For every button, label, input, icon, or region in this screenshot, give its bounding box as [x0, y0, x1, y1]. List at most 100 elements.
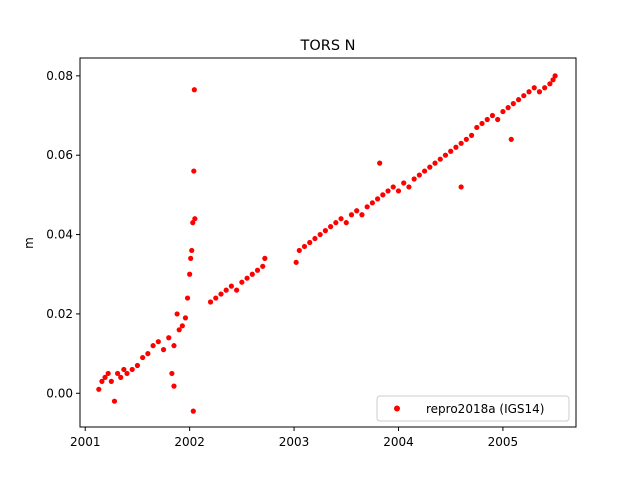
legend: repro2018a (IGS14) [376, 395, 570, 422]
y-tick-label: 0.06 [46, 148, 73, 162]
data-point [521, 93, 527, 99]
data-point [338, 216, 344, 222]
data-point [293, 259, 299, 265]
data-point [552, 73, 558, 79]
y-tick-label: 0.08 [46, 69, 73, 83]
data-point [312, 235, 318, 242]
data-point [468, 132, 475, 138]
data-point [171, 343, 177, 349]
data-point [364, 204, 370, 210]
data-point [427, 164, 433, 170]
data-point [234, 287, 240, 293]
data-point [108, 378, 114, 384]
data-point [333, 220, 339, 226]
data-point [213, 295, 219, 301]
data-point [244, 275, 250, 281]
data-point [453, 144, 459, 150]
data-point [169, 370, 175, 377]
data-point [254, 267, 261, 273]
data-point [385, 188, 391, 194]
data-point [526, 89, 532, 95]
data-point [550, 77, 556, 83]
legend-label: repro2018a (IGS14) [426, 402, 544, 416]
data-point [187, 271, 193, 277]
data-point [111, 398, 118, 404]
y-axis-label: m [22, 237, 36, 249]
data-point [421, 168, 428, 174]
data-point [484, 116, 490, 123]
data-point [474, 124, 480, 131]
data-point [377, 160, 383, 166]
data-point [375, 196, 381, 202]
data-point [155, 339, 161, 345]
chart-title: TORS N [299, 38, 355, 54]
data-point [296, 247, 302, 254]
data-point [160, 347, 167, 353]
data-point [102, 374, 108, 380]
data-point [442, 152, 449, 158]
data-point [124, 370, 130, 377]
x-tick-label: 2004 [383, 435, 414, 449]
data-point [171, 383, 177, 389]
data-point [182, 315, 189, 321]
data-point [458, 184, 464, 190]
data-point [390, 184, 396, 190]
data-point [190, 408, 196, 414]
data-point [105, 370, 111, 377]
data-point [495, 116, 501, 123]
data-point [190, 220, 196, 226]
y-tick-label: 0.04 [46, 228, 73, 242]
data-point [322, 228, 328, 234]
data-point [463, 136, 469, 142]
data-point [515, 97, 522, 103]
data-point [134, 362, 141, 369]
data-point [432, 160, 438, 166]
data-point [500, 108, 506, 115]
data-point [317, 231, 323, 238]
data-point [348, 212, 355, 218]
data-point [510, 101, 516, 107]
data-point [380, 192, 386, 198]
data-point [406, 184, 412, 190]
data-point [536, 89, 543, 95]
data-point [96, 386, 102, 392]
data-point [150, 343, 156, 349]
plot-frame [79, 57, 577, 428]
data-point [176, 327, 182, 333]
x-tick-label: 2003 [279, 435, 310, 449]
x-axis: 2001 2002 2003 2004 2005 [70, 427, 518, 449]
data-point [505, 105, 511, 111]
data-point [395, 188, 402, 194]
data-point [118, 374, 124, 380]
data-point [401, 180, 407, 186]
data-point [508, 136, 514, 142]
data-point [479, 120, 485, 127]
data-point [223, 287, 229, 293]
data-point [489, 112, 496, 119]
data-point [145, 351, 151, 357]
data-point [99, 378, 105, 384]
data-point [174, 311, 180, 317]
data-point [260, 263, 266, 269]
data-point [228, 283, 235, 289]
data-point [343, 220, 349, 226]
data-point [191, 87, 197, 93]
x-tick-label: 2001 [70, 435, 101, 449]
data-point [188, 255, 194, 261]
data-point [129, 366, 135, 373]
data-point [121, 366, 127, 373]
data-point [179, 323, 185, 329]
data-point [328, 224, 334, 230]
data-point [191, 168, 197, 174]
data-point [114, 370, 121, 377]
x-tick-label: 2002 [174, 435, 205, 449]
y-tick-label: 0.02 [46, 307, 73, 321]
data-point [262, 255, 268, 261]
data-point [207, 299, 214, 305]
data-point [140, 354, 146, 361]
data-point [192, 216, 198, 222]
data-point [458, 140, 464, 146]
data-point [359, 212, 365, 218]
data-point [189, 247, 195, 254]
legend-marker [394, 405, 400, 412]
